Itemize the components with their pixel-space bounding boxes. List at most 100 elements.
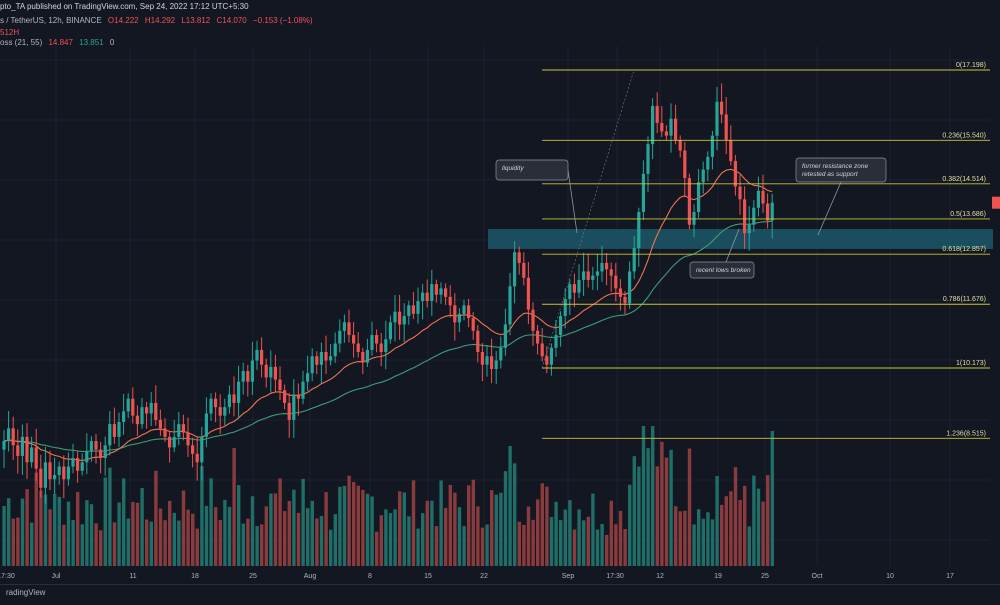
- candle-body: [471, 318, 475, 331]
- candle-body: [370, 335, 374, 350]
- candle-body: [462, 305, 466, 314]
- candle-body: [237, 381, 241, 403]
- candle-body: [329, 356, 333, 361]
- candle-body: [89, 441, 93, 452]
- volume-bar: [347, 475, 351, 566]
- candle-body: [743, 199, 747, 234]
- candle-body: [94, 441, 98, 450]
- candle-body: [453, 305, 457, 323]
- volume-bar: [554, 501, 558, 566]
- candle-body: [724, 114, 728, 140]
- candle-body: [756, 190, 760, 208]
- candle-body: [499, 347, 503, 361]
- candle-body: [614, 275, 618, 289]
- liquidity-callout-text: liquidity: [502, 165, 524, 172]
- ohlc-open: O14.222: [107, 16, 139, 25]
- footer-brand: radingView: [6, 588, 46, 597]
- candle-body: [577, 279, 581, 293]
- candle-body: [605, 262, 609, 270]
- candle-body: [637, 212, 641, 249]
- candle-body: [158, 419, 162, 429]
- volume-bar: [402, 492, 406, 566]
- candle-body: [250, 360, 254, 382]
- candle-body: [347, 322, 351, 336]
- candle-body: [227, 394, 231, 408]
- candle-body: [444, 288, 448, 297]
- candle-body: [494, 360, 498, 369]
- candle-body: [333, 343, 337, 357]
- candle-body: [168, 436, 172, 448]
- indicator-value-3: 0: [109, 38, 115, 47]
- candle-body: [145, 407, 149, 414]
- volume-bar: [384, 509, 388, 566]
- candle-body: [407, 305, 411, 316]
- candle-body: [218, 407, 222, 416]
- volume-bar: [370, 496, 374, 566]
- volume-bar: [434, 526, 439, 566]
- volume-bar: [7, 498, 11, 566]
- volume-bar: [462, 526, 466, 566]
- volume-bar: [393, 509, 397, 566]
- candle-body: [600, 262, 604, 272]
- candle-body: [651, 105, 655, 145]
- volume-bar: [338, 486, 342, 566]
- candle-body: [338, 330, 342, 344]
- volume-bar: [227, 506, 232, 566]
- indicator-label: oss (21, 55): [0, 38, 43, 47]
- former-resistance-callout-box: [795, 157, 887, 183]
- candle-body: [11, 428, 15, 446]
- candle-body: [20, 436, 24, 456]
- volume-bar: [618, 510, 623, 566]
- volume-bar: [637, 466, 641, 566]
- candle-body: [416, 301, 420, 314]
- candle-body: [568, 284, 572, 299]
- volume-bar: [204, 505, 209, 566]
- candle-body: [738, 186, 742, 200]
- volume-bar: [752, 475, 756, 566]
- volume-bar: [145, 519, 149, 566]
- indicator-line[interactable]: oss (21, 55) 14.847 13.851 0: [0, 38, 118, 47]
- x-axis-tick-label: 10: [886, 573, 894, 580]
- candle-body: [480, 352, 484, 365]
- recent-lows-callout-pointer: [725, 228, 740, 263]
- candle-body: [223, 407, 227, 416]
- fib-level-label: 0.786(11.676): [943, 296, 986, 303]
- volume-bar: [154, 470, 158, 566]
- recent-lows-callout-text: recent lows broken: [696, 267, 751, 274]
- candle-body: [715, 101, 719, 136]
- volume-bar: [319, 515, 324, 566]
- candle-body: [273, 366, 277, 380]
- candle-body: [701, 169, 705, 183]
- candle-body: [710, 135, 714, 157]
- last-price-marker: [992, 196, 1000, 209]
- volume-bar: [329, 529, 333, 566]
- volume-bar: [674, 506, 678, 566]
- volume-bar: [80, 524, 84, 566]
- volume-bar: [103, 477, 107, 566]
- volume-bar: [641, 426, 646, 566]
- former-resistance-callout-text: retested as support: [802, 171, 859, 178]
- volume-bar: [720, 504, 724, 566]
- candle-body: [595, 271, 599, 276]
- volume-bar: [324, 492, 328, 566]
- candle-body: [191, 445, 195, 454]
- volume-bar: [683, 510, 687, 566]
- candle-body: [430, 284, 434, 302]
- candle-body: [683, 150, 687, 179]
- volume-bar: [678, 511, 682, 566]
- candle-body: [2, 441, 6, 450]
- volume-bar: [669, 449, 673, 566]
- x-axis-tick-label: 15: [424, 573, 432, 580]
- volume-bar: [646, 448, 650, 566]
- fib-level-label: 0.5(13.686): [950, 211, 986, 218]
- volume-bar: [186, 509, 190, 566]
- volume-bar: [480, 527, 485, 566]
- former-resistance-callout-text: former resistance zone: [802, 163, 868, 170]
- volume-bar: [568, 500, 572, 566]
- candle-body: [517, 252, 521, 263]
- volume-bar: [315, 518, 319, 566]
- ohlc-high: H14.292: [144, 16, 176, 25]
- x-axis-tick-label: 12: [656, 573, 664, 580]
- candle-body: [62, 466, 66, 480]
